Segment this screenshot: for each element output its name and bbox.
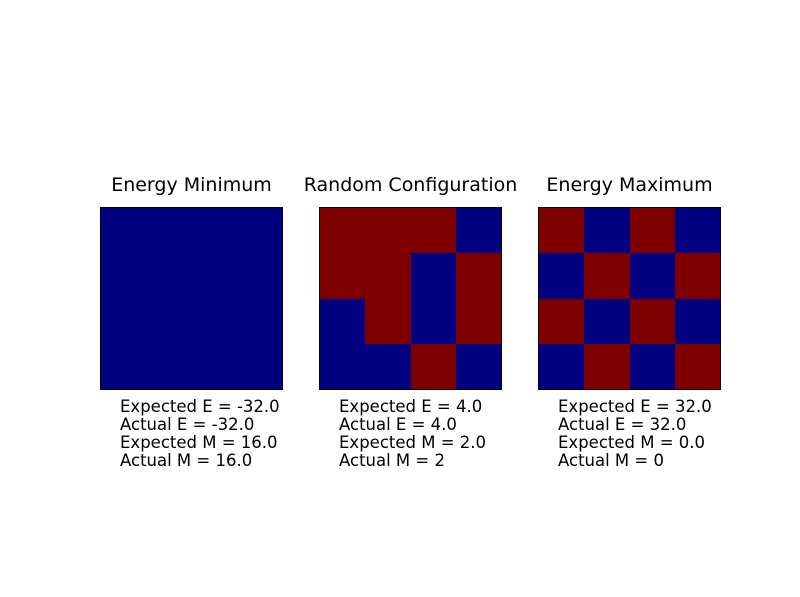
spin-down-cell [191,208,237,254]
spin-up-cell [410,208,456,254]
caption: Expected E = 32.0 Actual E = 32.0 Expected… [558,398,712,470]
caption-line: Actual E = 32.0 [558,415,687,434]
spin-down-cell [410,253,456,299]
spin-up-cell [365,208,411,254]
spin-down-cell [101,208,147,254]
spin-up-cell [584,253,630,299]
spin-up-cell [539,208,585,254]
spin-down-cell [674,298,720,344]
spin-down-cell [101,253,147,299]
spin-down-cell [101,298,147,344]
spin-down-cell [191,253,237,299]
spin-up-cell [455,253,501,299]
caption-line: Actual E = -32.0 [120,415,255,434]
panel-title: Energy Minimum [111,174,272,196]
spin-up-cell [584,343,630,389]
spin-down-cell [584,298,630,344]
spin-down-cell [455,208,501,254]
spin-up-cell [539,298,585,344]
caption-line: Expected M = 0.0 [558,433,706,452]
spin-down-cell [146,208,192,254]
spin-down-cell [674,208,720,254]
panel-title: Energy Maximum [546,174,713,196]
spin-up-cell [629,298,675,344]
spin-down-cell [236,253,282,299]
caption-line: Expected E = -32.0 [120,397,280,416]
spin-up-cell [320,208,366,254]
spin-up-cell [674,253,720,299]
caption-line: Actual M = 2 [339,451,445,470]
spin-down-cell [146,253,192,299]
spin-grid [319,207,502,390]
spin-up-cell [674,343,720,389]
spin-up-cell [629,208,675,254]
spin-grid [100,207,283,390]
spin-down-cell [629,343,675,389]
spin-down-cell [191,298,237,344]
spin-up-cell [320,253,366,299]
spin-down-cell [320,343,366,389]
caption-line: Expected M = 2.0 [339,433,487,452]
spin-down-cell [539,343,585,389]
caption-line: Actual E = 4.0 [339,415,457,434]
spin-down-cell [320,298,366,344]
panel-random-configuration: Random Configuration Expected E = 4.0 Act… [304,0,518,597]
spin-down-cell [365,343,411,389]
spin-down-cell [146,298,192,344]
spin-up-cell [455,298,501,344]
panel-energy-minimum: Energy Minimum Expected E = -32.0 Actual … [100,0,283,597]
spin-grid [538,207,721,390]
spin-down-cell [236,298,282,344]
spin-down-cell [410,298,456,344]
spin-down-cell [629,253,675,299]
spin-down-cell [191,343,237,389]
caption: Expected E = 4.0 Actual E = 4.0 Expected M… [339,398,486,470]
spin-up-cell [410,343,456,389]
caption-line: Actual M = 0 [558,451,664,470]
spin-down-cell [236,208,282,254]
caption-line: Expected E = 32.0 [558,397,712,416]
caption-line: Actual M = 16.0 [120,451,253,470]
caption: Expected E = -32.0 Actual E = -32.0 Expect… [120,398,280,470]
spin-down-cell [455,343,501,389]
panel-energy-maximum: Energy Maximum Expected E = 32.0 Actual E… [538,0,721,597]
spin-down-cell [236,343,282,389]
spin-down-cell [539,253,585,299]
spin-down-cell [146,343,192,389]
panel-title: Random Configuration [303,174,518,196]
spin-up-cell [365,298,411,344]
caption-line: Expected M = 16.0 [120,433,278,452]
caption-line: Expected E = 4.0 [339,397,483,416]
spin-down-cell [101,343,147,389]
spin-up-cell [365,253,411,299]
spin-down-cell [584,208,630,254]
